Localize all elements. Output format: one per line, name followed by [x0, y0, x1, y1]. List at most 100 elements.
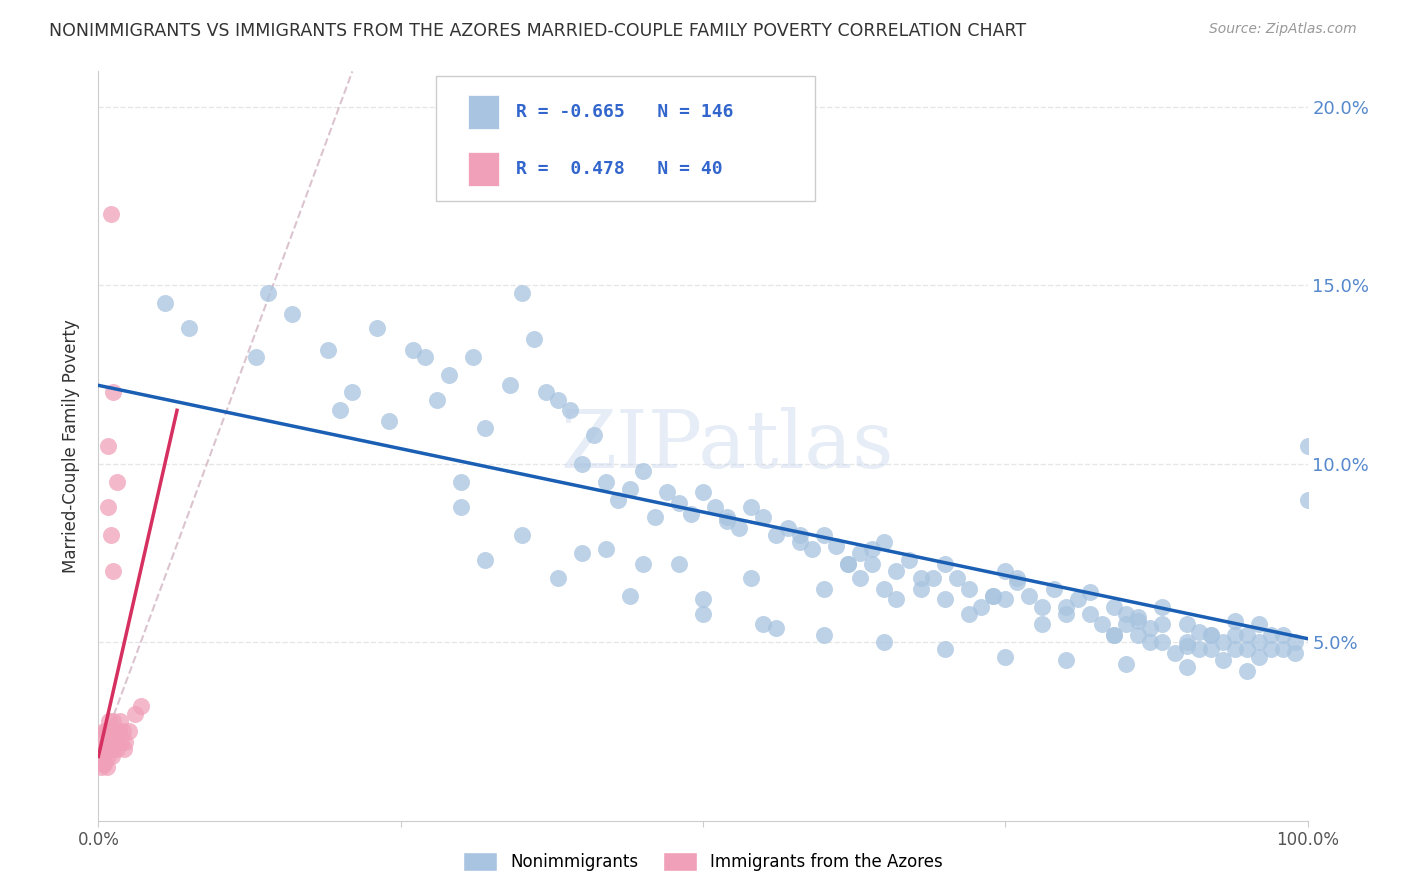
Point	[281, 307, 304, 321]
Point	[98, 714, 121, 728]
Point	[100, 207, 122, 221]
Point	[129, 699, 152, 714]
Point	[100, 528, 122, 542]
Point	[813, 582, 835, 596]
Point	[1102, 628, 1125, 642]
Point	[523, 332, 546, 346]
Point	[716, 510, 738, 524]
Legend: Nonimmigrants, Immigrants from the Azores: Nonimmigrants, Immigrants from the Azore…	[456, 844, 950, 880]
Point	[886, 564, 908, 578]
Point	[655, 485, 678, 500]
Point	[547, 571, 569, 585]
Point	[377, 414, 399, 428]
Point	[97, 500, 120, 514]
Point	[970, 599, 993, 614]
Point	[94, 724, 117, 739]
Point	[571, 457, 593, 471]
Point	[776, 521, 799, 535]
Point	[860, 542, 883, 557]
Point	[450, 500, 472, 514]
Point	[97, 749, 120, 764]
Point	[1249, 635, 1271, 649]
Point	[1067, 592, 1090, 607]
Point	[101, 714, 124, 728]
Point	[813, 528, 835, 542]
Point	[765, 621, 787, 635]
Point	[558, 403, 581, 417]
Point	[97, 724, 120, 739]
Point	[921, 571, 943, 585]
Point	[692, 607, 714, 621]
Point	[728, 521, 751, 535]
Point	[1175, 660, 1198, 674]
Point	[1223, 614, 1246, 628]
Point	[1054, 653, 1077, 667]
Point	[474, 421, 496, 435]
Point	[100, 749, 122, 764]
Point	[118, 724, 141, 739]
Point	[1152, 599, 1174, 614]
Point	[1007, 571, 1029, 585]
Text: R = -0.665   N = 146: R = -0.665 N = 146	[516, 103, 734, 121]
Point	[1078, 607, 1101, 621]
Point	[1260, 628, 1282, 642]
Point	[1102, 628, 1125, 642]
Point	[1249, 649, 1271, 664]
Point	[245, 350, 267, 364]
Point	[463, 350, 485, 364]
Point	[105, 742, 128, 756]
Point	[1175, 639, 1198, 653]
Point	[873, 635, 896, 649]
Point	[1260, 642, 1282, 657]
Point	[1042, 582, 1064, 596]
Point	[1199, 628, 1222, 642]
Point	[101, 742, 124, 756]
Point	[1212, 653, 1234, 667]
Point	[101, 385, 124, 400]
Point	[1152, 635, 1174, 649]
Point	[342, 385, 364, 400]
Point	[740, 500, 762, 514]
Point	[981, 589, 1004, 603]
Point	[1078, 585, 1101, 599]
Point	[100, 724, 122, 739]
Text: ZIPatlas: ZIPatlas	[561, 407, 894, 485]
Point	[740, 571, 762, 585]
Point	[105, 475, 128, 489]
Point	[692, 592, 714, 607]
Point	[994, 564, 1017, 578]
Point	[1139, 635, 1161, 649]
Point	[631, 464, 654, 478]
Point	[1199, 628, 1222, 642]
Point	[153, 296, 176, 310]
Point	[94, 742, 117, 756]
Point	[1115, 657, 1137, 671]
Point	[1296, 439, 1319, 453]
Point	[437, 368, 460, 382]
Point	[1272, 628, 1295, 642]
Point	[1163, 646, 1185, 660]
Point	[110, 735, 132, 749]
Point	[93, 756, 115, 771]
Point	[934, 592, 956, 607]
Point	[994, 592, 1017, 607]
Point	[910, 582, 932, 596]
Point	[316, 343, 339, 357]
Point	[1115, 617, 1137, 632]
Point	[108, 714, 131, 728]
Point	[498, 378, 520, 392]
Point	[1007, 574, 1029, 589]
Point	[179, 321, 201, 335]
Point	[91, 756, 114, 771]
Point	[886, 592, 908, 607]
Point	[957, 582, 980, 596]
Point	[103, 735, 125, 749]
Point	[96, 735, 118, 749]
Point	[1091, 617, 1114, 632]
Point	[1018, 589, 1040, 603]
Point	[583, 428, 606, 442]
Point	[1223, 628, 1246, 642]
Point	[1236, 664, 1258, 678]
Point	[837, 557, 859, 571]
Point	[96, 760, 118, 774]
